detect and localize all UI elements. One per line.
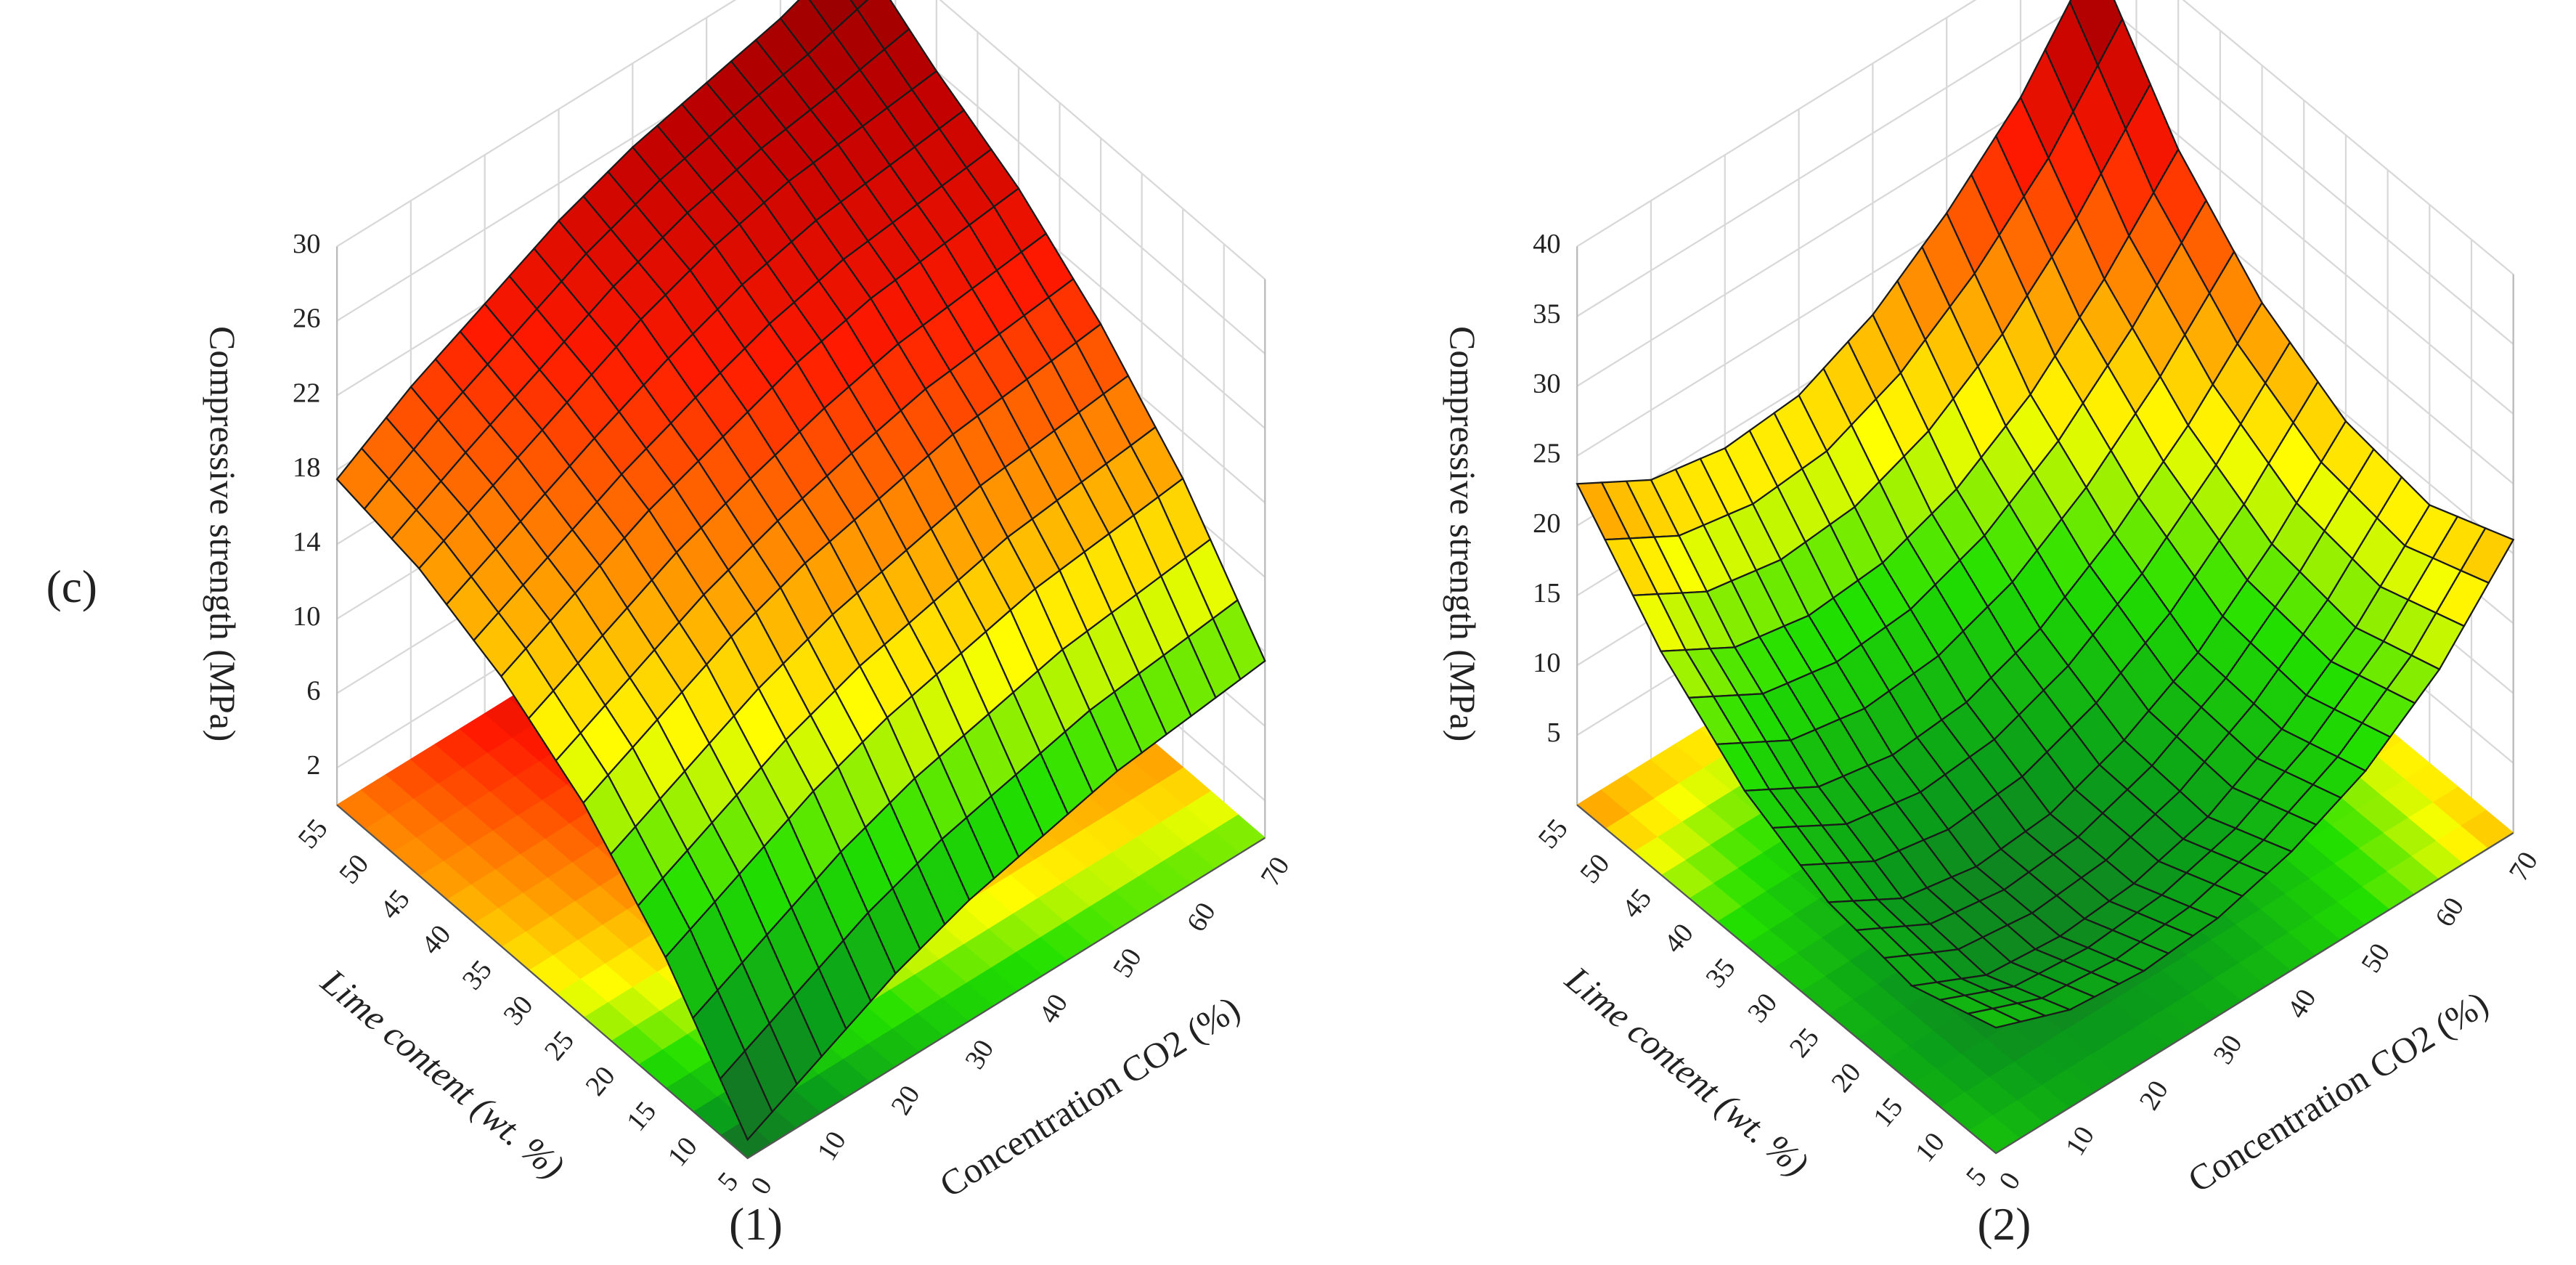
y-tick-label: 15 <box>621 1096 662 1136</box>
x-tick-label: 40 <box>2282 984 2323 1024</box>
x-tick-label: 60 <box>1181 898 1222 937</box>
chart-caption: (1) <box>729 1199 783 1250</box>
z-tick-label: 40 <box>1533 229 1560 259</box>
z-tick-label: 35 <box>1533 298 1560 329</box>
row-label: (c) <box>46 561 97 612</box>
y-tick-label: 45 <box>375 884 416 924</box>
x-tick-label: 60 <box>2429 892 2470 932</box>
surface-chart: 0102030405060705101520253035404550555101… <box>1443 0 2544 1250</box>
y-tick-label: 10 <box>662 1131 704 1172</box>
floor-edge <box>336 804 1265 1160</box>
y-tick-label: 35 <box>457 955 498 996</box>
y-tick-label: 5 <box>712 1167 745 1197</box>
z-tick-label: 30 <box>1533 368 1560 399</box>
y-tick-label: 30 <box>498 990 539 1030</box>
y-tick-label: 55 <box>1533 813 1574 854</box>
y-tick-label: 35 <box>1700 953 1742 993</box>
z-tick-label: 10 <box>1533 648 1560 678</box>
x-tick-label: 40 <box>1033 989 1074 1029</box>
z-tick-label: 15 <box>1533 578 1560 609</box>
y-tick-label: 15 <box>1867 1092 1909 1133</box>
grid-line <box>1576 0 2514 275</box>
floor-edge <box>1576 804 2514 1155</box>
z-tick-label: 6 <box>306 676 320 707</box>
grid-line <box>336 0 1266 280</box>
x-tick-label: 30 <box>959 1035 1000 1075</box>
chart-caption: (2) <box>1977 1199 2031 1250</box>
z-tick-label: 5 <box>1546 717 1560 748</box>
z-tick-label: 26 <box>293 304 320 334</box>
y-tick-label: 50 <box>1575 848 1616 889</box>
z-tick-label: 25 <box>1533 439 1560 469</box>
x-tick-label: 70 <box>2503 847 2544 887</box>
z-tick-label: 14 <box>293 526 320 557</box>
y-tick-label: 30 <box>1742 988 1783 1028</box>
z-tick-label: 30 <box>293 229 320 259</box>
x-tick-label: 0 <box>745 1172 778 1200</box>
x-tick-label: 50 <box>2355 938 2396 978</box>
x-tick-label: 70 <box>1255 852 1296 892</box>
z-tick-label: 22 <box>293 378 320 408</box>
grid-line <box>1576 0 2514 345</box>
surface-cell <box>719 1049 773 1142</box>
x-tick-label: 50 <box>1107 943 1148 983</box>
y-tick-label: 20 <box>580 1061 621 1102</box>
z-tick-label: 10 <box>293 601 320 632</box>
x-axis-title: Concentration CO2 (%) <box>2181 983 2495 1200</box>
x-axis-title: Concentration CO2 (%) <box>933 988 1247 1205</box>
surface-cell <box>1965 1007 2023 1029</box>
y-tick-label: 10 <box>1909 1127 1951 1168</box>
y-tick-label: 45 <box>1616 883 1658 924</box>
y-axis-title: Lime content (wt. %) <box>314 961 572 1187</box>
x-tick-label: 20 <box>2134 1075 2174 1115</box>
z-axis-title: Compressive strength (MPa) <box>203 326 242 741</box>
z-axis-title: Compressive strength (MPa) <box>1443 326 1483 741</box>
y-tick-label: 20 <box>1826 1057 1867 1098</box>
y-axis-title: Lime content (wt. %) <box>1557 959 1816 1184</box>
y-tick-label: 55 <box>293 813 334 854</box>
y-tick-label: 40 <box>1658 918 1700 959</box>
y-tick-label: 5 <box>1960 1162 1993 1192</box>
x-tick-label: 30 <box>2208 1030 2249 1070</box>
x-tick-label: 10 <box>2060 1121 2100 1161</box>
z-tick-label: 2 <box>306 750 320 781</box>
y-tick-label: 25 <box>1784 1022 1825 1063</box>
x-tick-label: 10 <box>812 1126 852 1166</box>
z-tick-label: 20 <box>1533 508 1560 539</box>
z-tick-label: 18 <box>293 452 320 483</box>
surface-chart: 0102030405060705101520253035404550552610… <box>203 0 1296 1250</box>
x-tick-label: 0 <box>1994 1167 2027 1195</box>
x-tick-label: 20 <box>886 1081 926 1120</box>
y-tick-label: 40 <box>415 919 457 960</box>
surface-cell <box>849 0 869 11</box>
y-tick-label: 25 <box>539 1025 580 1066</box>
y-tick-label: 50 <box>333 849 375 890</box>
